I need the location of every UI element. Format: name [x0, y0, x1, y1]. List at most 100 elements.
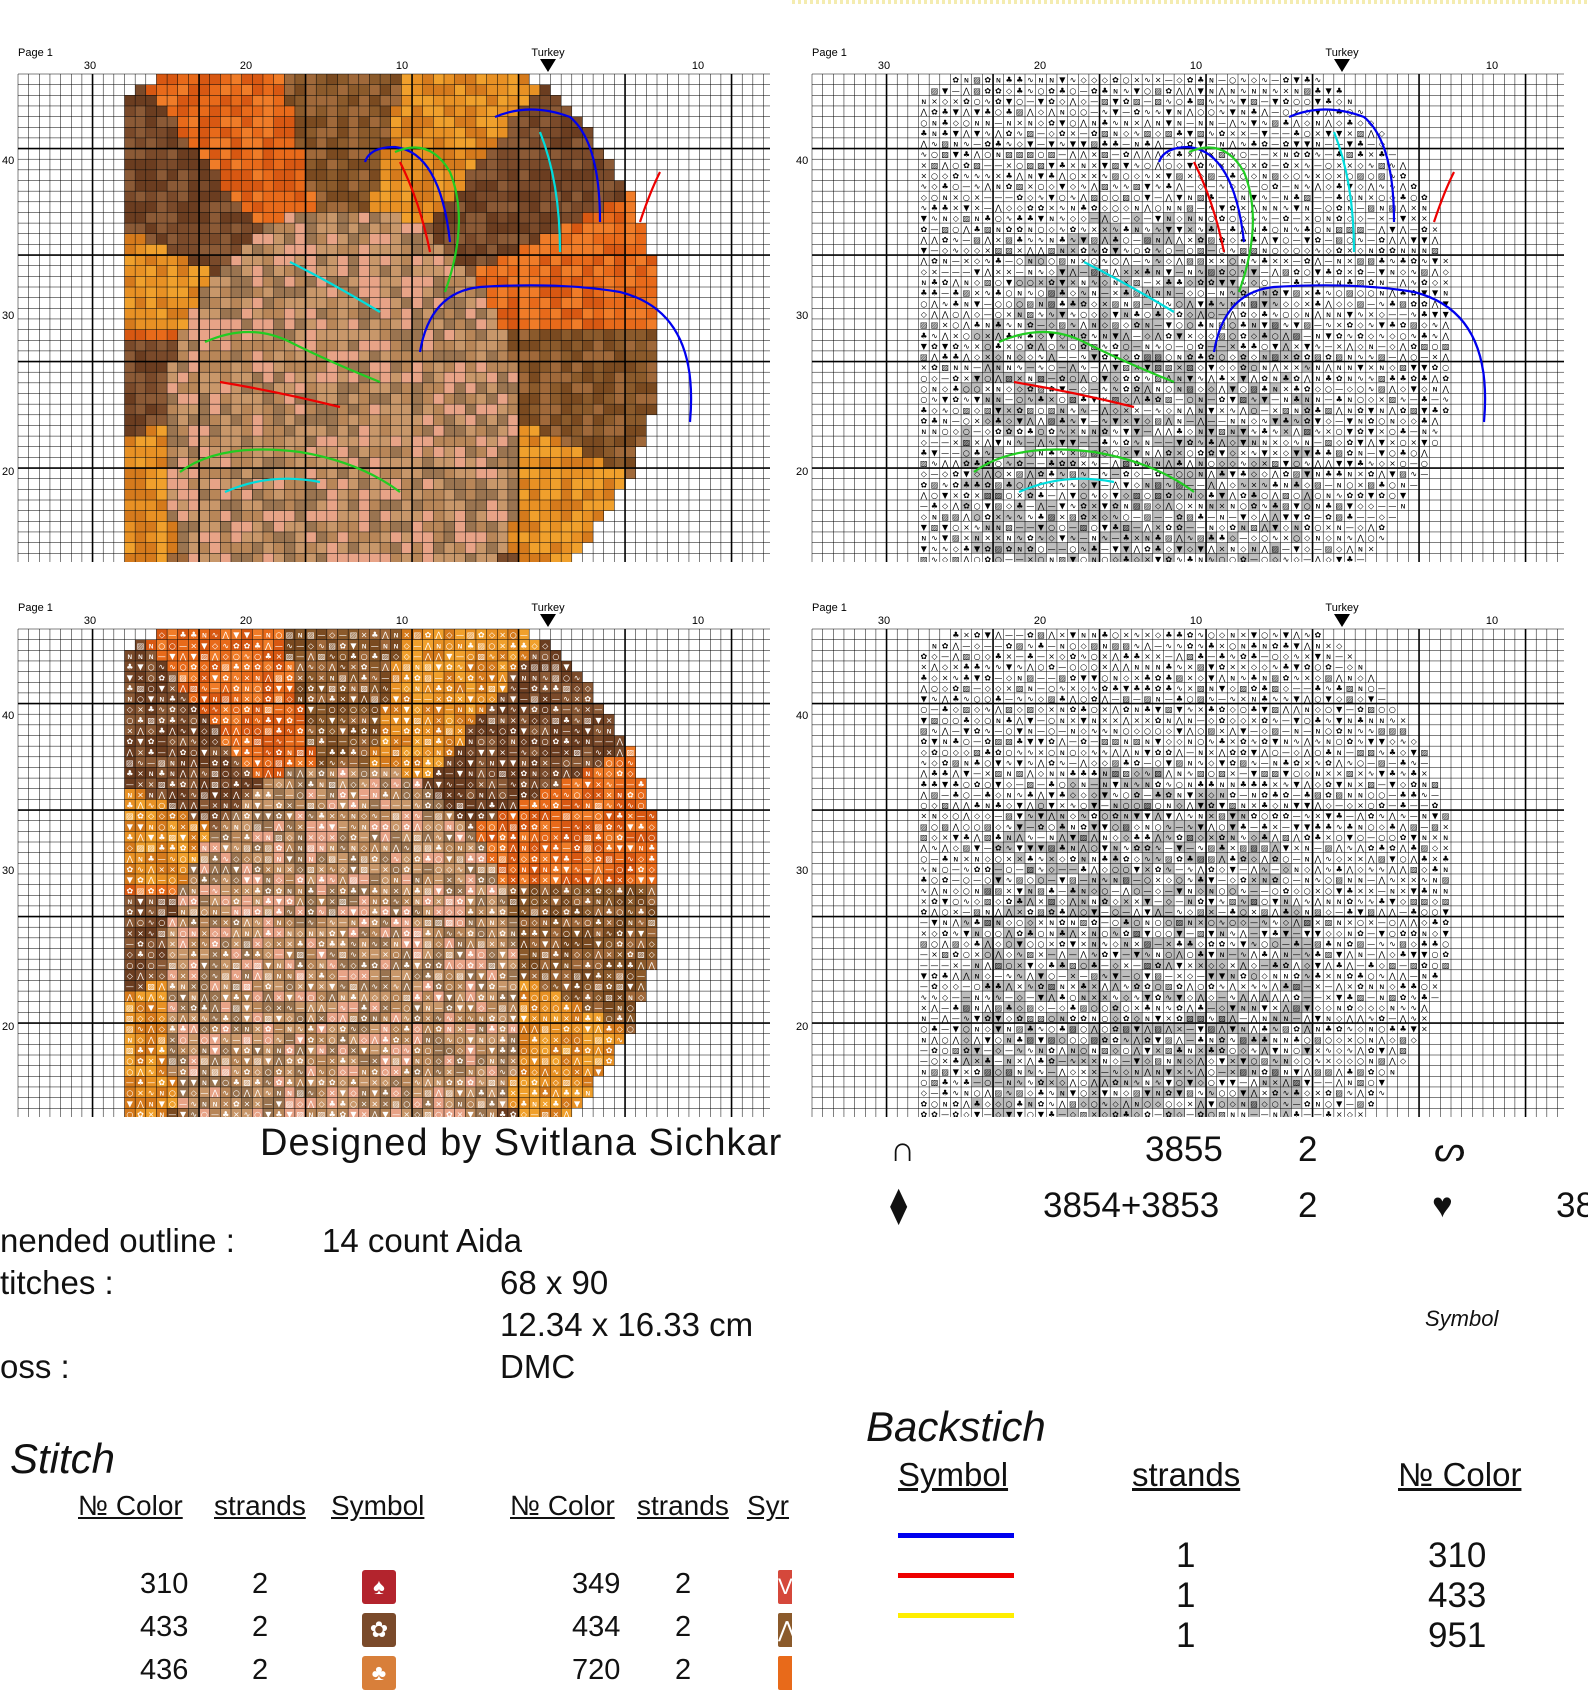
- svg-text:×: ×: [984, 246, 991, 255]
- svg-text:♣: ♣: [1037, 395, 1044, 404]
- svg-text:⋀: ⋀: [1175, 182, 1183, 191]
- svg-text:▼: ▼: [1379, 321, 1386, 330]
- svg-text:✿: ✿: [1208, 353, 1215, 362]
- svg-text:∿: ∿: [1155, 406, 1162, 415]
- svg-text:⋀: ⋀: [1399, 203, 1407, 212]
- svg-text:∿: ∿: [1070, 502, 1077, 511]
- svg-text:—: —: [920, 502, 928, 511]
- svg-text:◇: ◇: [1049, 129, 1056, 138]
- svg-text:ɴ: ɴ: [1379, 203, 1384, 212]
- svg-text:⋀: ⋀: [1111, 459, 1119, 468]
- svg-text:◇: ◇: [1198, 385, 1205, 394]
- svg-text:—: —: [984, 310, 992, 319]
- svg-text:◇: ◇: [1315, 385, 1322, 394]
- svg-text:ɴ: ɴ: [1369, 342, 1374, 351]
- svg-text:♣: ♣: [1016, 235, 1023, 244]
- x-tick-label: 10: [1486, 615, 1498, 627]
- svg-text:—: —: [1186, 416, 1194, 425]
- svg-text:▼: ▼: [1379, 267, 1386, 276]
- svg-text:✿: ✿: [1123, 374, 1130, 383]
- svg-text:ɴ: ɴ: [1198, 555, 1203, 562]
- svg-text:◇: ◇: [942, 470, 949, 479]
- center-marker-icon: [1334, 59, 1350, 72]
- svg-text:⋀: ⋀: [1303, 374, 1311, 383]
- svg-text:ɴ: ɴ: [1294, 86, 1299, 95]
- svg-text:✿: ✿: [1144, 544, 1151, 553]
- svg-text:ɴ: ɴ: [1230, 502, 1235, 511]
- svg-text:◇: ◇: [953, 544, 960, 553]
- svg-text:♣: ♣: [920, 406, 927, 415]
- svg-text:◇: ◇: [1283, 523, 1290, 532]
- svg-text:∿: ∿: [931, 214, 938, 223]
- svg-text:∿: ∿: [1038, 363, 1045, 372]
- svg-text:⋀: ⋀: [1218, 86, 1226, 95]
- svg-text:▨: ▨: [1240, 395, 1248, 404]
- svg-text:—: —: [1431, 395, 1439, 404]
- svg-text:—: —: [1026, 459, 1034, 468]
- svg-text:⋀: ⋀: [1122, 331, 1130, 340]
- svg-text:ɴ: ɴ: [1305, 395, 1310, 404]
- svg-text:▨: ▨: [1271, 172, 1279, 181]
- svg-text:○: ○: [1432, 438, 1439, 447]
- svg-text:×: ×: [1123, 267, 1130, 276]
- svg-text:⋀: ⋀: [1441, 385, 1449, 394]
- svg-text:∿: ∿: [984, 172, 991, 181]
- symbol-label: Symbol: [1425, 1306, 1498, 1332]
- svg-text:✿: ✿: [1080, 512, 1087, 521]
- svg-text:♣: ♣: [1346, 118, 1353, 127]
- svg-text:×: ×: [1240, 129, 1247, 138]
- center-marker-icon: [540, 614, 556, 627]
- svg-text:—: —: [984, 193, 992, 202]
- svg-text:—: —: [1165, 140, 1173, 149]
- svg-text:○: ○: [1112, 193, 1119, 202]
- svg-text:✿: ✿: [1197, 448, 1204, 457]
- svg-text:×: ×: [1102, 225, 1109, 234]
- svg-text:ɴ: ɴ: [1188, 267, 1193, 276]
- svg-text:◇: ◇: [921, 193, 928, 202]
- svg-text:✿: ✿: [1304, 385, 1311, 394]
- svg-text:○: ○: [1261, 182, 1268, 191]
- svg-text:▨: ▨: [984, 406, 992, 415]
- svg-text:⋀: ⋀: [962, 225, 970, 234]
- svg-text:✿: ✿: [942, 235, 949, 244]
- svg-text:—: —: [952, 267, 960, 276]
- svg-text:ɴ: ɴ: [1198, 118, 1203, 127]
- svg-text:▨: ▨: [1144, 353, 1152, 362]
- svg-text:✿: ✿: [995, 86, 1002, 95]
- svg-text:⋀: ⋀: [962, 353, 970, 362]
- svg-text:♣: ♣: [1059, 161, 1066, 170]
- svg-text:♣: ♣: [1336, 470, 1343, 479]
- svg-text:◇: ◇: [1389, 342, 1396, 351]
- svg-text:✿: ✿: [952, 374, 959, 383]
- svg-text:▼: ▼: [1059, 182, 1066, 191]
- svg-text:○: ○: [1261, 342, 1268, 351]
- svg-text:♣: ♣: [1208, 438, 1215, 447]
- svg-text:♣: ♣: [1421, 310, 1428, 319]
- svg-text:▼: ▼: [1208, 406, 1215, 415]
- svg-text:∿: ∿: [1251, 427, 1258, 436]
- svg-text:○: ○: [1282, 310, 1289, 319]
- svg-text:▨: ▨: [1346, 289, 1354, 298]
- svg-text:∿: ∿: [1272, 299, 1279, 308]
- svg-text:⋀: ⋀: [1133, 544, 1141, 553]
- svg-text:▨: ▨: [1027, 129, 1035, 138]
- svg-text:▼: ▼: [974, 299, 981, 308]
- svg-text:◇: ◇: [1219, 523, 1226, 532]
- svg-text:○: ○: [1176, 470, 1183, 479]
- svg-text:×: ×: [1155, 76, 1162, 85]
- svg-text:∿: ∿: [942, 544, 949, 553]
- svg-text:✿: ✿: [984, 512, 991, 521]
- svg-text:▼: ▼: [1134, 416, 1141, 425]
- svg-text:▼: ▼: [921, 342, 928, 351]
- svg-text:✿: ✿: [1187, 353, 1194, 362]
- svg-text:ɴ: ɴ: [1251, 86, 1256, 95]
- svg-text:▨: ▨: [1165, 363, 1173, 372]
- svg-text:⋀: ⋀: [1260, 108, 1268, 117]
- svg-text:ɴ: ɴ: [1315, 470, 1320, 479]
- x-tick-label: 30: [878, 60, 890, 72]
- svg-text:♣: ♣: [1336, 395, 1343, 404]
- svg-text:—: —: [1367, 214, 1375, 223]
- svg-text:∿: ∿: [1293, 416, 1300, 425]
- svg-text:♣: ♣: [1421, 416, 1428, 425]
- svg-text:○: ○: [1048, 363, 1055, 372]
